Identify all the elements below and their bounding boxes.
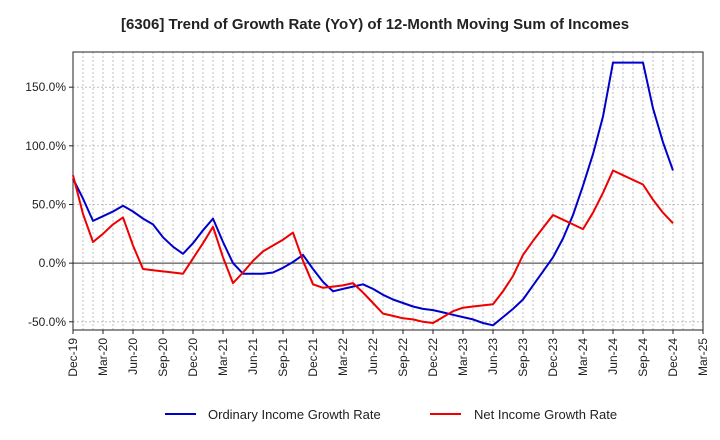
y-tick-label: 100.0% [25,139,66,153]
legend-label-ordinary: Ordinary Income Growth Rate [208,407,381,422]
y-tick-label: -50.0% [28,315,66,329]
x-tick-label: Mar-21 [216,338,230,376]
x-tick-label: Jun-21 [246,338,260,375]
x-tick-label: Sep-23 [516,338,530,377]
x-tick-label: Dec-23 [546,338,560,377]
legend: Ordinary Income Growth Rate Net Income G… [165,407,617,422]
x-tick-label: Sep-20 [156,338,170,377]
legend-item-ordinary: Ordinary Income Growth Rate [165,407,381,422]
x-tick-label: Mar-22 [336,338,350,376]
x-tick-label: Mar-25 [696,338,710,376]
x-tick-label: Sep-22 [396,338,410,377]
x-tick-label: Dec-19 [66,338,80,377]
legend-label-net: Net Income Growth Rate [474,407,617,422]
x-tick-label: Mar-20 [96,338,110,376]
x-tick-label: Jun-20 [126,338,140,375]
y-tick-label: 0.0% [39,256,67,270]
x-tick-label: Sep-24 [636,338,650,377]
x-tick-label: Dec-22 [426,338,440,377]
plot-area: -50.0% 0.0% 50.0% 100.0% 150.0% Dec-19 Mar-20 J… [25,51,710,377]
y-tick-label: 50.0% [32,197,66,211]
x-tick-label: Jun-22 [366,338,380,375]
legend-item-net: Net Income Growth Rate [430,407,617,422]
x-tick-label: Sep-21 [276,338,290,377]
x-tick-label: Mar-24 [576,338,590,376]
x-tick-label: Dec-24 [666,338,680,377]
series-line-net [72,169,674,324]
x-tick-label: Dec-20 [186,338,200,377]
x-tick-label: Jun-24 [606,338,620,375]
x-tick-label: Dec-21 [306,338,320,377]
y-tick-label: 150.0% [25,80,66,94]
chart-title: [6306] Trend of Growth Rate (YoY) of 12-… [121,16,629,33]
series-line-ordinary [72,61,674,327]
x-tick-label: Jun-23 [486,338,500,375]
plot-frame [72,51,704,331]
x-tick-label: Mar-23 [456,338,470,376]
